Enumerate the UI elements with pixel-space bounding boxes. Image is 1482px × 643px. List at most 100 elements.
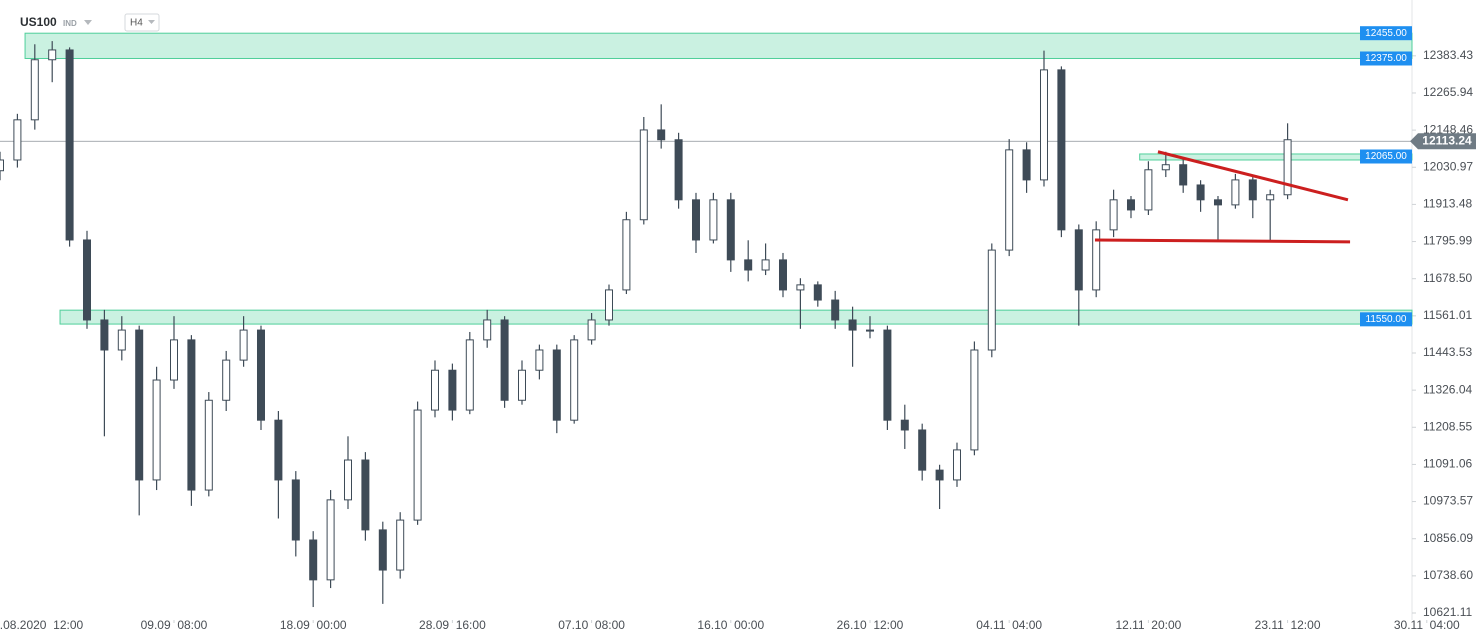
candle-body [622,219,631,291]
candle-body [1144,169,1153,211]
x-tick-label: 12.11 20:00 [1115,618,1181,632]
candle-body [448,369,457,411]
y-tick-label: 11208.55 [1423,419,1472,433]
candle-body [396,519,405,571]
candle-body [1161,164,1170,171]
candle-body [1283,139,1292,196]
candle-body [831,299,840,321]
zone-label: 12065.00 [1365,151,1407,162]
candle-body [100,319,109,351]
x-tick-label: 23.11 12:00 [1255,618,1321,632]
candle-body [691,199,700,241]
candle-body [865,329,874,332]
candle-body [778,259,787,291]
y-tick-label: 11443.53 [1423,345,1472,359]
candle-body [1213,199,1222,206]
candle-body [587,319,596,341]
candle-body [82,239,91,321]
y-tick-label: 11795.99 [1423,234,1472,248]
y-tick-label: 11561.01 [1423,308,1472,322]
last-price-tag [1410,133,1476,150]
candle-body [796,284,805,291]
candle-body [1196,184,1205,201]
candle-body [256,329,265,421]
candle-body [848,319,857,331]
candle-body [135,329,144,481]
timeframe[interactable]: H4 [130,18,143,29]
candle-body [117,329,126,351]
candle-body [535,349,544,371]
y-tick-label: 12030.97 [1423,159,1473,173]
candle-body [570,339,579,421]
x-tick-label: 31.08.2020 12:00 [0,618,83,632]
candle-body [483,319,492,341]
y-tick-label: 10856.09 [1423,531,1473,545]
market-badge[interactable]: IND [63,19,77,28]
y-tick-label: 11913.48 [1423,197,1472,211]
x-tick-label: 04.11 04:00 [976,618,1042,632]
candle-body [970,349,979,451]
y-tick-label: 10738.60 [1423,568,1473,582]
x-tick-label: 30.11 04:00 [1394,618,1460,632]
timeframe-box[interactable] [124,13,160,32]
candle-body [1005,149,1014,251]
last-price-label: 12113.24 [1422,133,1472,147]
candle-body [657,129,666,141]
candle-body [1179,164,1188,186]
zone-label-bg [1360,149,1412,164]
candle-body [169,339,178,381]
candle-body [883,329,892,421]
zone [24,32,1413,59]
trendline [1157,150,1349,202]
zone-label-bg [1360,51,1412,66]
candle-body [604,289,613,321]
y-tick-label: 10621.11 [1423,605,1472,619]
candle-body [813,284,822,301]
candle-body [1039,69,1048,181]
zone-label-bg [1360,312,1412,327]
candle-body [674,139,683,201]
y-tick-label: 12383.43 [1423,48,1473,62]
candle-body [1231,179,1240,206]
candle-body [517,369,526,401]
candle-body [1092,229,1101,291]
candle-body [552,349,561,421]
zone-label: 12455.00 [1365,28,1407,39]
x-tick-label: 07.10 08:00 [558,618,625,632]
y-tick-label: 12148.46 [1423,122,1473,136]
candle-body [744,259,753,271]
candle-body [1266,194,1275,201]
candle-body [326,499,335,581]
candle-body [291,479,300,541]
candle-body [274,419,283,481]
candle-body [726,199,735,261]
candle-body [952,449,961,481]
candle-body [1022,149,1031,181]
x-tick-label: 18.09 00:00 [280,618,347,632]
candle-body [361,459,370,531]
candle-body [1126,199,1135,211]
candle-body [187,339,196,491]
candle-body [239,329,248,361]
y-tick-label: 11326.04 [1423,382,1472,396]
candle-body [639,129,648,221]
candle-body [413,409,422,521]
zone-label-bg [1360,26,1412,41]
y-tick-label: 12265.94 [1423,85,1473,99]
candle-body [152,379,161,481]
candle-body [935,469,944,481]
trendline [1094,238,1351,244]
x-tick-label: 28.09 16:00 [419,618,486,632]
candle-body [343,459,352,501]
candle-body [309,539,318,581]
x-tick-label: 09.09 08:00 [141,618,208,632]
y-tick-label: 11091.06 [1423,457,1472,471]
zone-label: 11550.00 [1366,314,1407,325]
dropdown-arrow[interactable] [148,20,155,24]
candle-body [465,339,474,411]
dropdown-arrow[interactable] [84,20,92,25]
candle-body [222,359,231,401]
candle-body [1109,199,1118,231]
candle-body [48,49,57,61]
